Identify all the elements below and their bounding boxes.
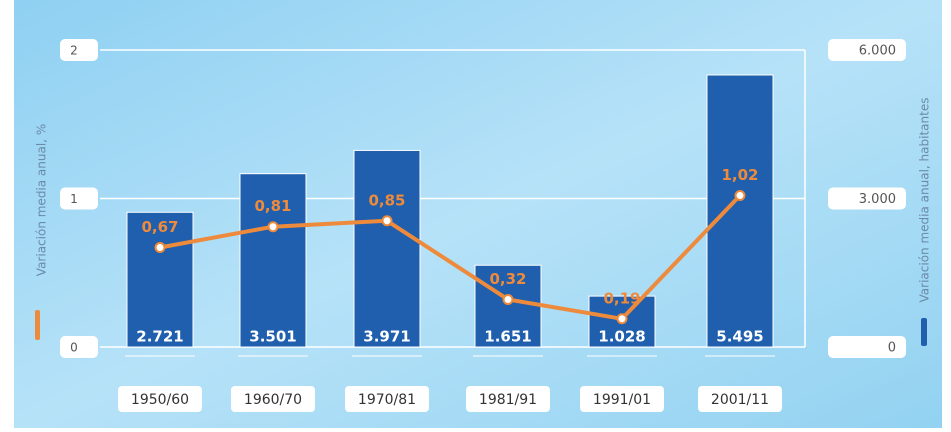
bar-value-label: 3.971 — [363, 328, 410, 346]
tick-box — [60, 336, 98, 358]
category-box — [118, 386, 202, 412]
tick-box — [828, 336, 906, 358]
line — [159, 194, 742, 321]
bar — [706, 74, 774, 348]
line-value-label: 0,81 — [254, 197, 291, 215]
line-point — [616, 313, 628, 325]
y2-axis-label: Variación media anual, habitantes — [918, 98, 932, 303]
tick-box — [828, 39, 906, 61]
bar — [353, 149, 421, 348]
bar-value-label: 5.495 — [716, 328, 763, 346]
line-value-label: 0,32 — [489, 270, 526, 288]
category-box — [698, 386, 782, 412]
category-box — [580, 386, 664, 412]
category-box — [231, 386, 315, 412]
legend-swatch — [35, 310, 40, 340]
line-point — [502, 293, 514, 305]
bar-value-label: 3.501 — [249, 328, 296, 346]
y2-tick-label: 6.000 — [859, 44, 896, 59]
x-tick-label: 1970/81 — [358, 392, 416, 408]
legend-swatch — [921, 318, 927, 346]
line-value-label: 0,67 — [141, 218, 178, 236]
line-point — [381, 215, 393, 227]
line-value-label: 0,19 — [603, 289, 640, 307]
y2-tick-label: 3.000 — [859, 192, 896, 207]
category-box — [345, 386, 429, 412]
x-tick-label: 1981/91 — [479, 392, 537, 408]
tick-box — [60, 187, 98, 210]
bar — [588, 295, 656, 348]
bar — [239, 173, 307, 348]
bar-value-label: 1.028 — [598, 328, 645, 346]
tick-box — [60, 39, 98, 61]
y-tick-label: 2 — [70, 44, 78, 58]
category-box — [466, 386, 550, 412]
bar — [126, 211, 194, 348]
y-tick-label: 0 — [70, 341, 78, 355]
x-tick-label: 1950/60 — [131, 392, 189, 408]
line-value-label: 1,02 — [721, 166, 758, 184]
y-tick-label: 1 — [70, 192, 78, 206]
x-tick-label: 1960/70 — [244, 392, 302, 408]
line-value-label: 0,85 — [368, 191, 405, 209]
y-axis-label: Variación media anual, % — [35, 124, 49, 276]
bar-value-label: 1.651 — [484, 328, 531, 346]
x-tick-label: 1991/01 — [593, 392, 651, 408]
tick-box — [828, 187, 906, 210]
y2-tick-label: 0 — [888, 341, 896, 356]
line-point — [734, 190, 746, 202]
bar — [474, 264, 542, 348]
x-tick-label: 2001/11 — [711, 392, 769, 408]
line-point — [154, 242, 166, 254]
bar-value-label: 2.721 — [136, 328, 183, 346]
line-point — [267, 221, 279, 233]
